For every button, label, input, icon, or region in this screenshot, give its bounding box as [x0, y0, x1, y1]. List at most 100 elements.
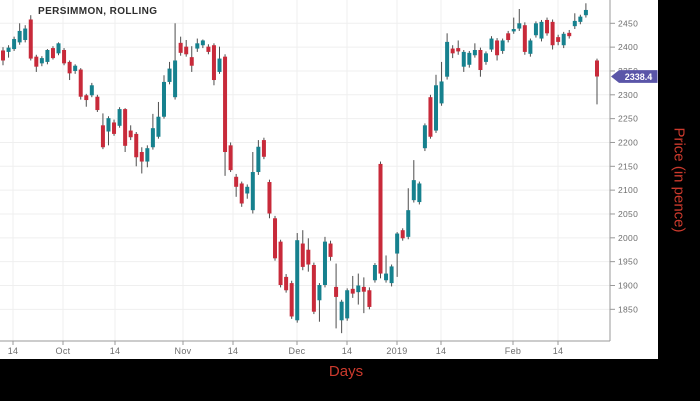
candle-down [495, 40, 500, 56]
candle-down [34, 56, 39, 67]
candle-up [472, 49, 477, 56]
y-tick-label: 2400 [618, 42, 638, 52]
candle-up [156, 116, 161, 137]
candle-up [195, 43, 200, 49]
candle-down [278, 241, 283, 286]
x-axis-title: Days [328, 363, 364, 380]
chart-panel: 2450240023502300225022002150210020502000… [0, 0, 658, 359]
y-tick-label: 1900 [618, 280, 638, 290]
candle-down [123, 109, 128, 146]
candle-up [372, 264, 377, 281]
candle-up [583, 9, 588, 16]
x-tick-label: 14 [342, 346, 353, 356]
candle-up [167, 68, 172, 82]
candle-up [295, 240, 300, 321]
candle-down [506, 33, 511, 40]
candle-down [300, 243, 305, 267]
candle-down [62, 49, 67, 64]
candle-up [561, 33, 566, 46]
x-tick-label: Dec [289, 346, 306, 356]
x-tick-label: 14 [228, 346, 239, 356]
candle-down [84, 95, 89, 101]
candle-up [322, 241, 327, 286]
candle-up [411, 180, 416, 201]
candle-down [556, 37, 561, 42]
candle-up [445, 41, 450, 77]
candlestick-chart: 2450240023502300225022002150210020502000… [0, 0, 658, 356]
candle-down [128, 130, 133, 138]
candle-down [184, 46, 189, 55]
candle-up [117, 109, 122, 126]
candle-up [150, 128, 155, 148]
candle-down [100, 125, 105, 148]
chart-title: PERSIMMON, ROLLING [38, 6, 158, 17]
candle-up [572, 20, 577, 27]
candle-up [439, 81, 444, 104]
candle-up [317, 285, 322, 301]
candle-down [1, 50, 5, 61]
candle-up [39, 58, 44, 64]
candle-down [306, 249, 311, 265]
candle-up [489, 38, 494, 50]
x-tick-label: 14 [436, 346, 447, 356]
candle-down [189, 57, 194, 66]
candle-up [12, 39, 17, 50]
candle-up [56, 43, 61, 54]
candle-down [112, 122, 117, 134]
x-tick-label: 14 [110, 346, 121, 356]
candle-up [6, 47, 11, 52]
candle-down [273, 218, 278, 259]
candle-down [334, 286, 339, 297]
candle-up [483, 53, 488, 62]
candle-down [545, 19, 550, 34]
candle-up [539, 21, 544, 39]
candle-up [434, 85, 439, 131]
candle-up [517, 23, 522, 29]
candle-up [528, 40, 533, 54]
candle-down [206, 46, 211, 52]
candle-up [511, 29, 516, 32]
candle-up [467, 52, 472, 65]
candle-up [422, 125, 427, 149]
candle-up [45, 49, 50, 62]
candle-up [533, 23, 538, 36]
candle-down [428, 97, 433, 137]
candle-down [328, 243, 333, 257]
y-tick-label: 2000 [618, 233, 638, 243]
candle-down [134, 133, 139, 158]
candle-down [478, 49, 483, 71]
candle-up [161, 81, 166, 117]
y-axis-title: Price (in pence) [670, 127, 688, 233]
candle-down [178, 42, 183, 53]
candle-down [239, 183, 244, 204]
y-tick-label: 2300 [618, 90, 638, 100]
candle-up [578, 16, 583, 22]
candle-down [261, 140, 266, 157]
candle-down [234, 176, 239, 187]
candle-up [17, 30, 22, 43]
candle-up [339, 301, 344, 321]
candle-up [395, 233, 400, 254]
candle-up [173, 60, 178, 98]
candle-down [367, 290, 372, 307]
candle-down [67, 61, 72, 74]
candle-down [567, 32, 572, 37]
y-tick-label: 2050 [618, 209, 638, 219]
candle-up [106, 118, 111, 132]
candle-up [145, 148, 150, 162]
x-tick-label: 14 [8, 346, 19, 356]
candle-down [228, 145, 233, 171]
last-price-label: 2338.4 [625, 72, 653, 82]
candle-up [417, 183, 422, 203]
candle-down [95, 96, 100, 111]
y-tick-label: 1950 [618, 257, 638, 267]
candle-down [50, 48, 55, 59]
candle-up [245, 186, 250, 194]
candle-down [311, 264, 316, 312]
candle-down [378, 163, 383, 274]
candle-down [267, 182, 272, 214]
candle-up [345, 290, 350, 319]
y-tick-label: 2150 [618, 161, 638, 171]
candle-up [256, 146, 261, 173]
candle-down [78, 69, 83, 97]
